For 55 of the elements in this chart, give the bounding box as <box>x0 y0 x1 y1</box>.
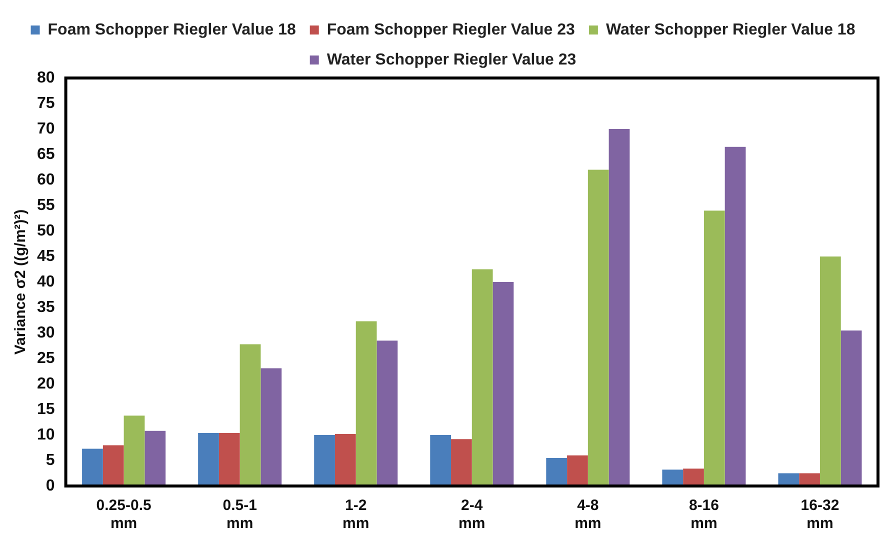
legend-label: Foam Schopper Riegler Value 23 <box>326 21 576 38</box>
y-tick-label: 0 <box>46 477 55 494</box>
bar <box>546 458 568 486</box>
y-tick-label: 40 <box>37 273 55 290</box>
legend-label: Foam Schopper Riegler Value 18 <box>48 21 296 38</box>
bar <box>567 455 588 486</box>
bar <box>240 344 261 486</box>
y-tick-label: 30 <box>37 324 55 342</box>
bar <box>376 340 398 486</box>
bar <box>144 430 166 486</box>
y-tick-label: 50 <box>37 222 55 240</box>
y-tick-label: 45 <box>37 248 55 265</box>
x-tick-label: 8-16 mm <box>688 497 719 532</box>
bar <box>451 439 472 486</box>
x-tick-label: 0.25-0.5 mm <box>96 497 152 532</box>
legend-label: Water Schopper Riegler Value 18 <box>606 21 856 38</box>
y-tick-label: 70 <box>37 120 55 138</box>
x-tick-label: 4-8 mm <box>574 497 602 532</box>
bar <box>820 256 841 486</box>
bar <box>356 321 377 486</box>
bar <box>430 435 452 486</box>
bar <box>472 269 493 486</box>
x-tick-label: 16-32 mm <box>800 497 840 532</box>
x-tick-label: 1-2 mm <box>342 497 370 532</box>
bar <box>704 210 725 486</box>
y-axis-title: Variance σ2 ((g/m²)²) <box>12 209 30 355</box>
bar <box>724 146 746 486</box>
y-tick-label: 5 <box>46 452 55 469</box>
bar <box>218 432 240 486</box>
y-tick-label: 25 <box>37 350 55 367</box>
bar <box>198 432 219 486</box>
y-tick-label: 80 <box>37 69 55 86</box>
y-tick-label: 65 <box>37 146 55 163</box>
x-tick-label: 0.5-1 mm <box>222 497 257 532</box>
bar <box>334 434 356 486</box>
y-tick-label: 20 <box>37 375 55 392</box>
bar <box>82 448 103 486</box>
y-tick-label: 10 <box>37 426 55 444</box>
bar <box>124 416 145 486</box>
bar <box>314 435 335 486</box>
y-tick-label: 35 <box>37 298 55 316</box>
bar <box>840 330 862 486</box>
bar <box>683 468 704 486</box>
bar <box>102 445 124 486</box>
bar <box>260 368 282 486</box>
y-tick-label: 75 <box>37 94 55 112</box>
bar <box>588 170 609 486</box>
x-tick-label: 2-4 mm <box>458 497 486 532</box>
bar <box>608 129 630 486</box>
bar <box>492 282 514 486</box>
bar <box>662 470 684 486</box>
legend-label: Water Schopper Riegler Value 23 <box>326 51 576 68</box>
y-tick-label: 60 <box>37 171 55 188</box>
y-tick-label: 15 <box>37 400 55 418</box>
y-tick-label: 55 <box>37 196 55 214</box>
